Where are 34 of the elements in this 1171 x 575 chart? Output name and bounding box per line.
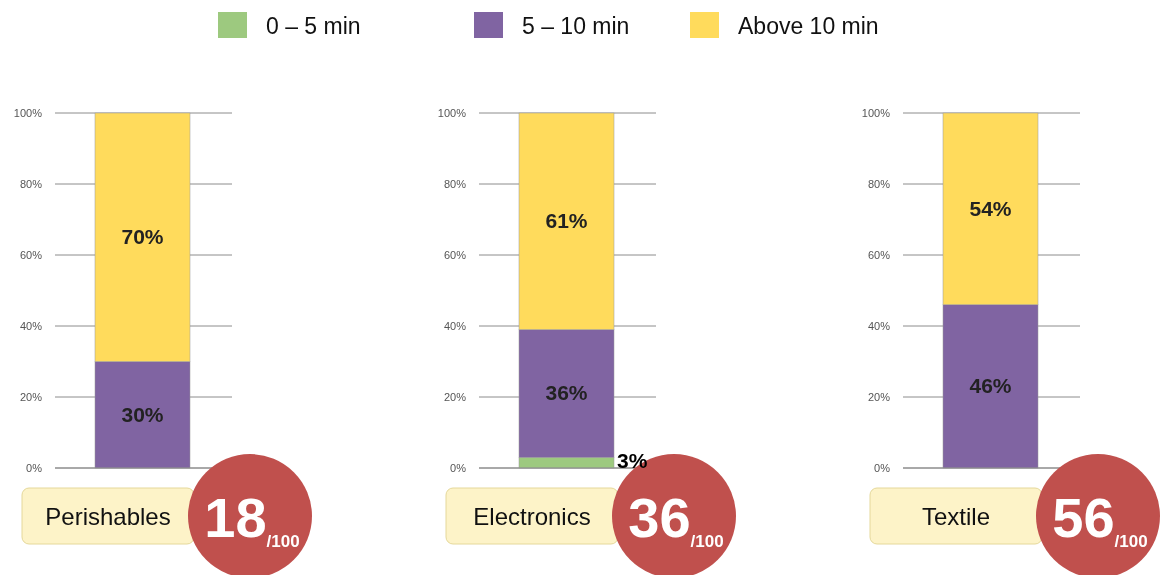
text: 18$_{/100}$ bbox=[204, 486, 300, 551]
y-tick-label: 80% bbox=[443, 178, 467, 191]
y-tick-label: 100% bbox=[437, 107, 467, 120]
y-tick-label: 80% bbox=[19, 178, 43, 191]
y-tick-label: 40% bbox=[19, 320, 43, 333]
legend-label: 0 – 5 min bbox=[266, 13, 361, 39]
x-tick-label: Perishables bbox=[45, 503, 171, 530]
data-label: 70% bbox=[121, 225, 164, 249]
data-label: 46% bbox=[969, 374, 1012, 398]
text: 56$_{/100}$ bbox=[1052, 486, 1148, 551]
data-label: 3% bbox=[617, 449, 648, 472]
data-label: 54% bbox=[969, 196, 1012, 220]
data-label: 30% bbox=[121, 402, 164, 426]
y-tick-label: 0% bbox=[874, 462, 891, 475]
legend-label: Above 10 min bbox=[738, 13, 879, 39]
text: 36$_{/100}$ bbox=[628, 486, 724, 551]
y-tick-label: 60% bbox=[443, 249, 467, 262]
y-tick-label: 0% bbox=[450, 462, 467, 475]
x-tick-label: Electronics bbox=[473, 503, 591, 530]
y-tick-label: 40% bbox=[443, 320, 467, 333]
y-tick-label: 80% bbox=[867, 178, 891, 191]
y-tick-label: 100% bbox=[861, 107, 891, 120]
y-tick-label: 0% bbox=[26, 462, 43, 475]
y-tick-label: 60% bbox=[867, 249, 891, 262]
data-label: 61% bbox=[545, 209, 588, 233]
legend-label: 5 – 10 min bbox=[522, 13, 630, 39]
y-tick-label: 60% bbox=[19, 249, 43, 262]
y-tick-label: 40% bbox=[867, 320, 891, 333]
y-tick-label: 100% bbox=[13, 107, 43, 120]
x-tick-label: Textile bbox=[921, 503, 991, 530]
data-label: 36% bbox=[545, 381, 588, 405]
y-tick-label: 20% bbox=[443, 391, 467, 404]
y-tick-label: 20% bbox=[867, 391, 891, 404]
y-tick-label: 20% bbox=[19, 391, 43, 404]
